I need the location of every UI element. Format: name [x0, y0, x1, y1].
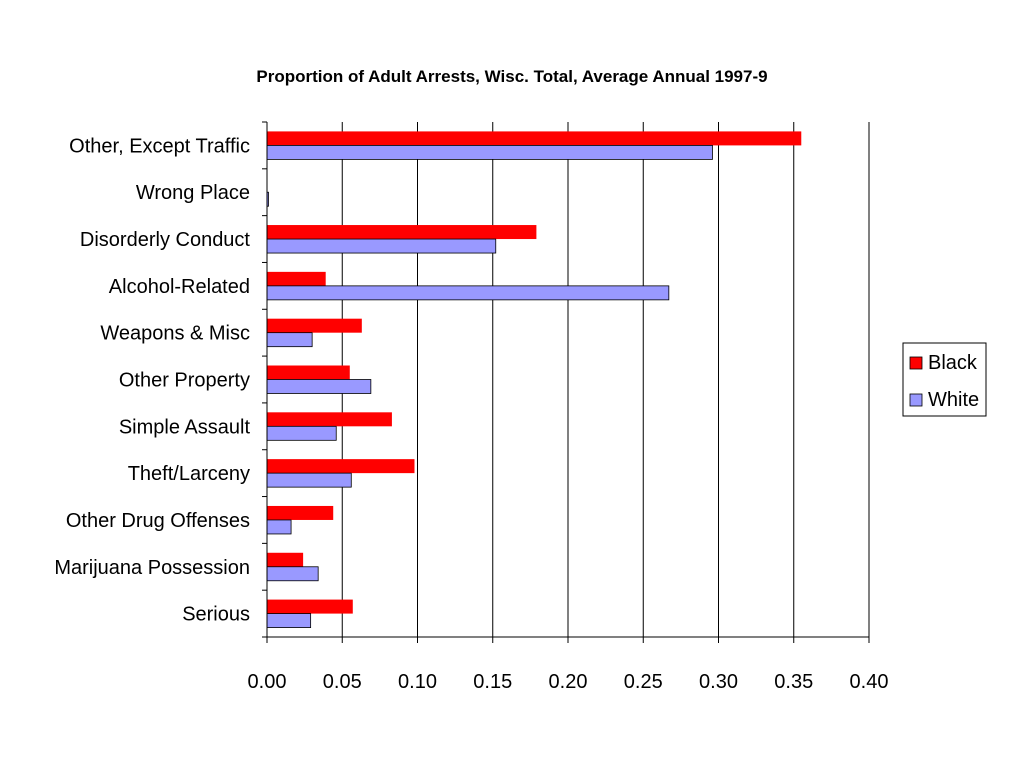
bar-black [267, 599, 353, 614]
legend-label-black: Black [928, 352, 978, 374]
x-tick-label: 0.20 [549, 671, 588, 693]
bar-white [266, 238, 497, 254]
bar-white [266, 425, 337, 441]
category-label: Simple Assault [119, 416, 251, 438]
legend-label-white: White [928, 389, 979, 411]
chart-title: Proportion of Adult Arrests, Wisc. Total… [256, 67, 767, 86]
x-tick-label: 0.40 [850, 671, 889, 693]
category-label: Alcohol-Related [109, 276, 250, 298]
bar-black [267, 318, 362, 333]
category-label: Other Drug Offenses [66, 510, 250, 532]
bar-white [266, 285, 670, 301]
category-label: Other Property [119, 370, 250, 392]
x-tick-label: 0.35 [774, 671, 813, 693]
x-tick-label: 0.15 [473, 671, 512, 693]
bar-white [266, 519, 292, 535]
bar-black [267, 365, 350, 380]
category-label: Serious [182, 604, 250, 626]
legend: Black White [902, 342, 987, 417]
x-tick-labels: 0.00 0.05 0.10 0.15 0.20 0.25 0.30 0.35 0.40 [248, 671, 889, 693]
category-label: Weapons & Misc [100, 323, 250, 345]
category-label: Marijuana Possession [54, 557, 250, 579]
bar-white [266, 145, 713, 160]
bar-black [267, 459, 415, 474]
bar-white [266, 379, 372, 394]
bar-black [267, 505, 334, 520]
axes [262, 121, 870, 643]
category-labels: Other, Except Traffic Wrong Place Disorder… [54, 135, 250, 625]
bar-black [267, 225, 537, 240]
bar-black [267, 271, 326, 286]
category-label: Theft/Larceny [128, 463, 250, 485]
category-label: Wrong Place [136, 182, 250, 204]
bar-black [267, 412, 392, 427]
x-tick-label: 0.10 [398, 671, 437, 693]
bar-white [266, 613, 312, 628]
legend-swatch-white [909, 393, 923, 407]
category-label: Disorderly Conduct [80, 229, 251, 251]
bar-white [266, 332, 313, 348]
x-tick-label: 0.25 [624, 671, 663, 693]
legend-swatch-black [909, 356, 923, 370]
bar-white [266, 566, 319, 582]
category-label: Other, Except Traffic [69, 135, 250, 157]
x-tick-label: 0.30 [699, 671, 738, 693]
x-tick-label: 0.00 [248, 671, 287, 693]
bar-black [267, 131, 802, 146]
bar-black [267, 552, 304, 567]
bars [266, 131, 802, 628]
x-tick-label: 0.05 [323, 671, 362, 693]
grid-lines [341, 122, 870, 637]
bar-white [266, 472, 352, 488]
